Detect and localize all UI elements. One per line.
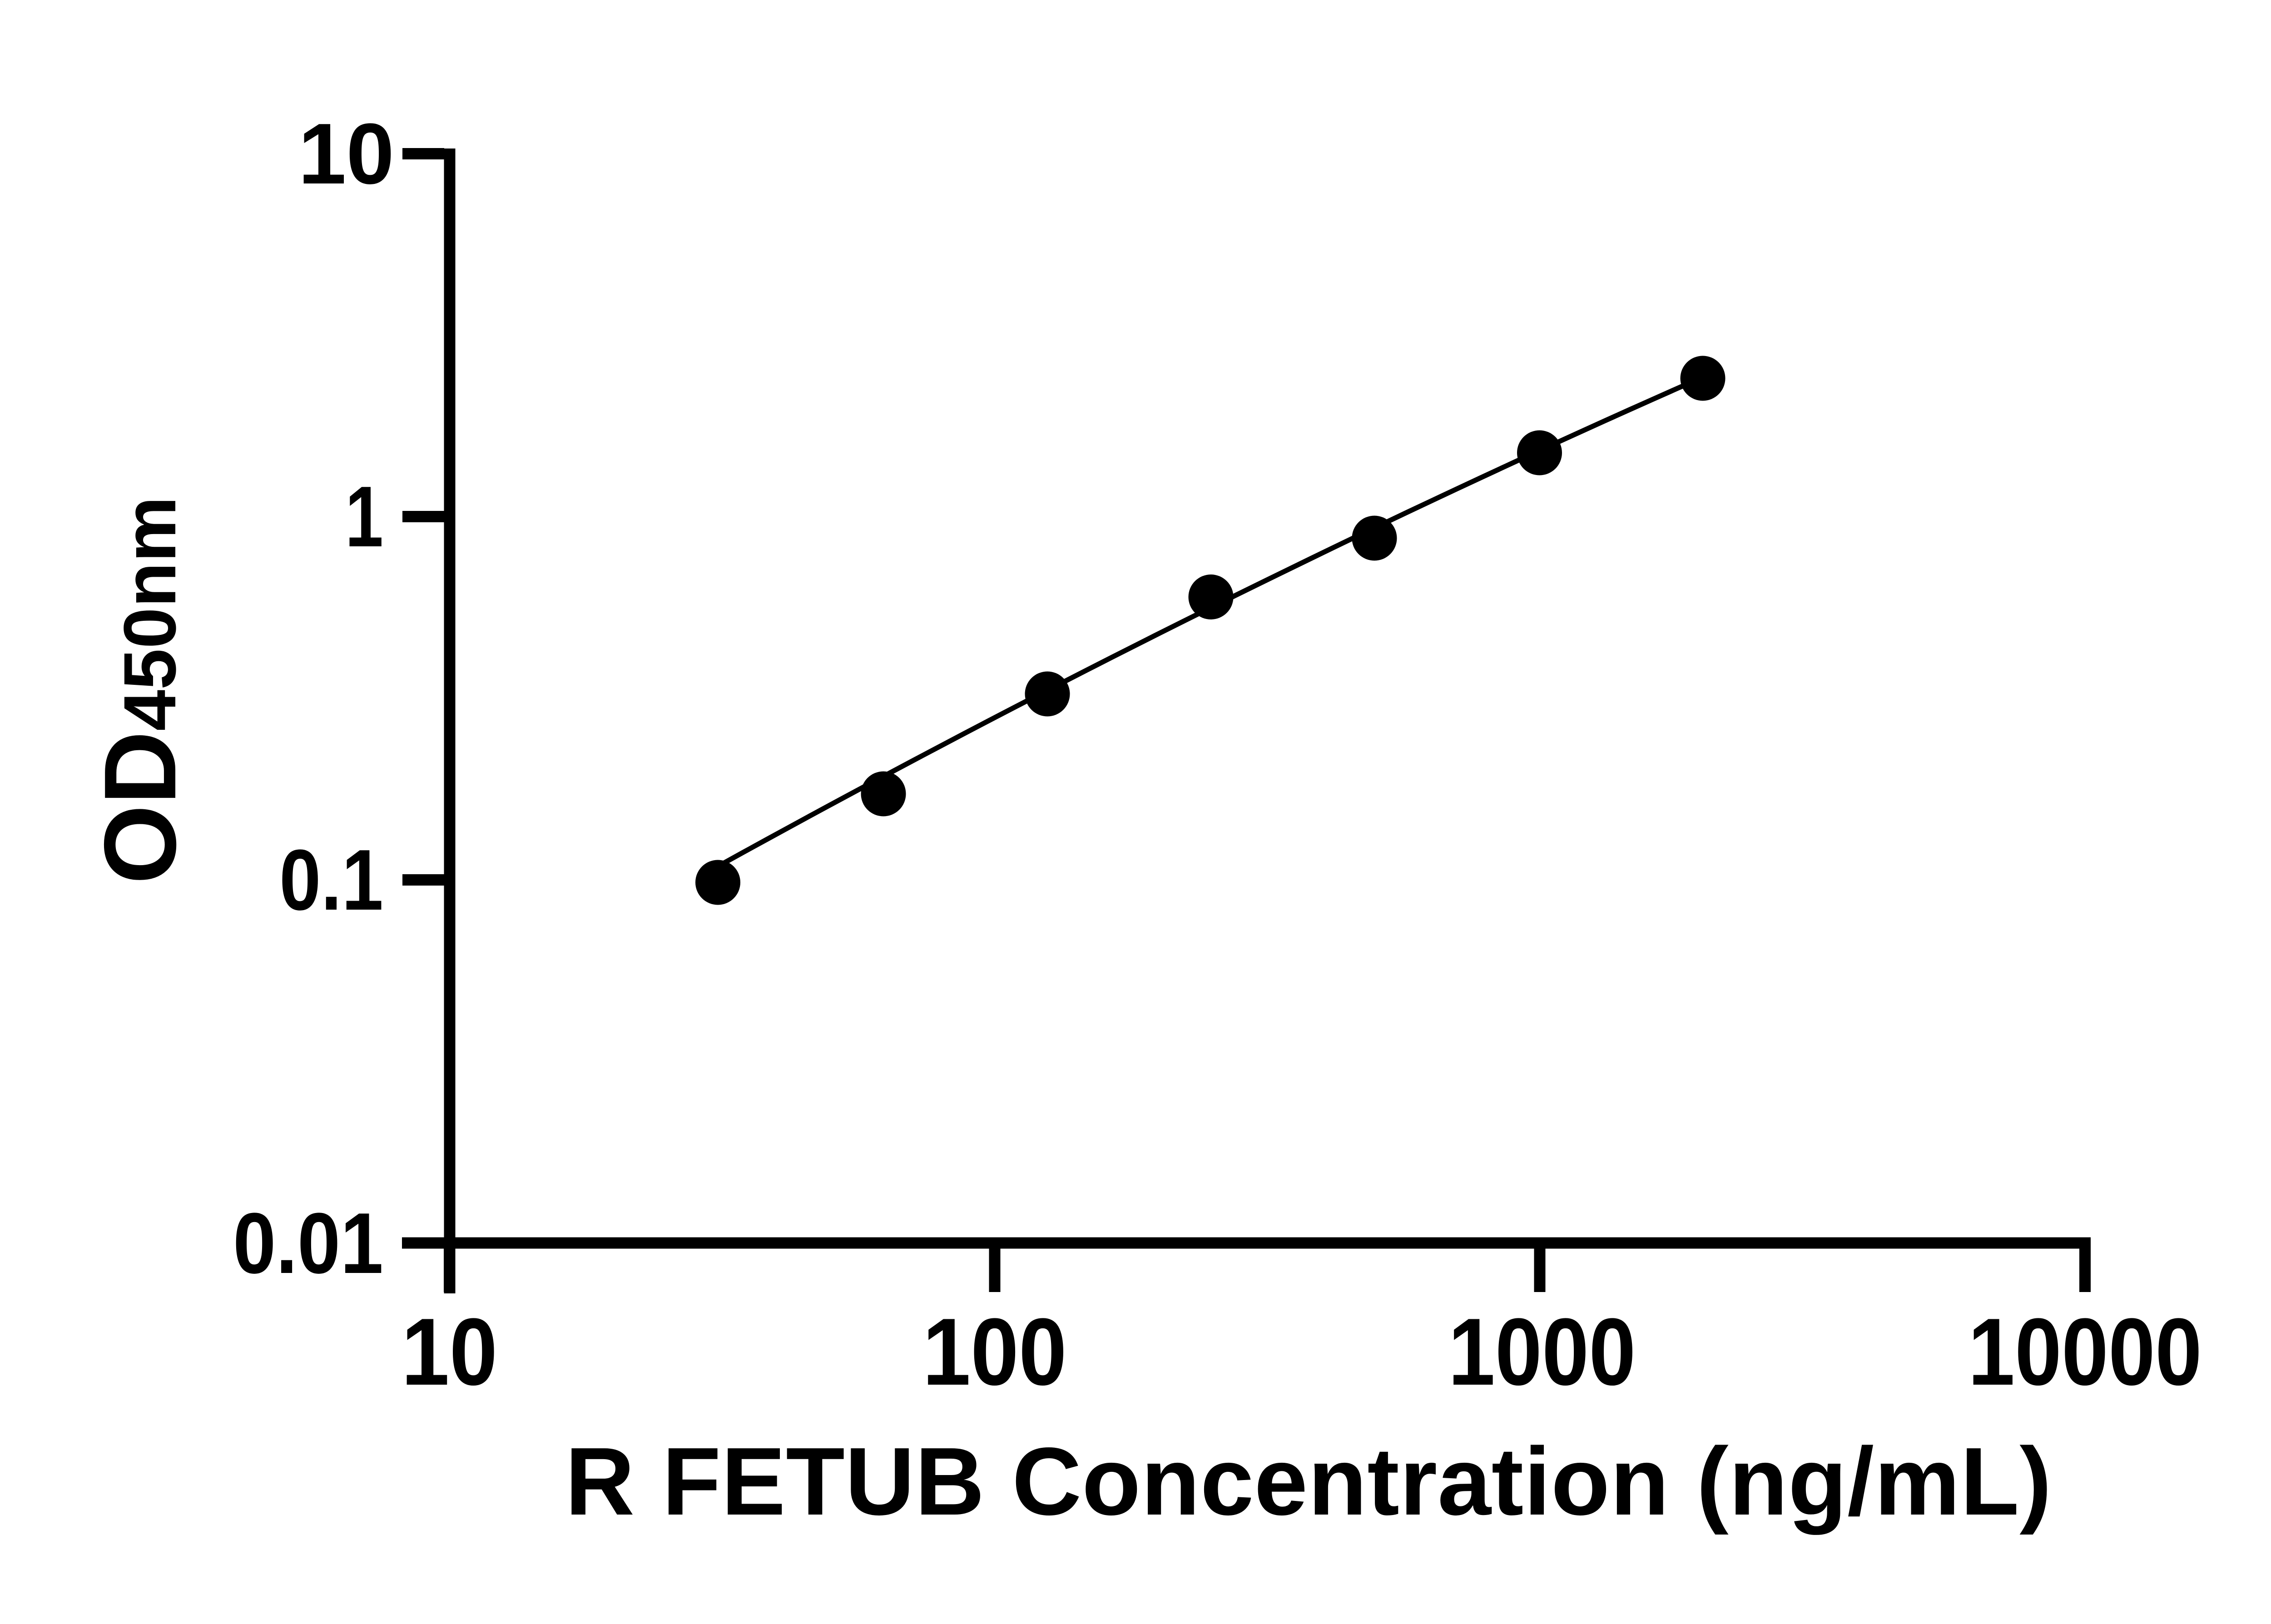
svg-text:10: 10 [298,106,394,202]
svg-text:R FETUB Concentration (ng/mL): R FETUB Concentration (ng/mL) [565,1427,2052,1535]
svg-text:1: 1 [345,469,383,565]
svg-text:0.1: 0.1 [279,832,383,928]
svg-text:10000: 10000 [1968,1298,2202,1405]
svg-text:1000: 1000 [1448,1298,1636,1405]
svg-text:0.01: 0.01 [233,1195,383,1292]
svg-text:10: 10 [402,1298,498,1405]
svg-text:100: 100 [922,1298,1067,1405]
